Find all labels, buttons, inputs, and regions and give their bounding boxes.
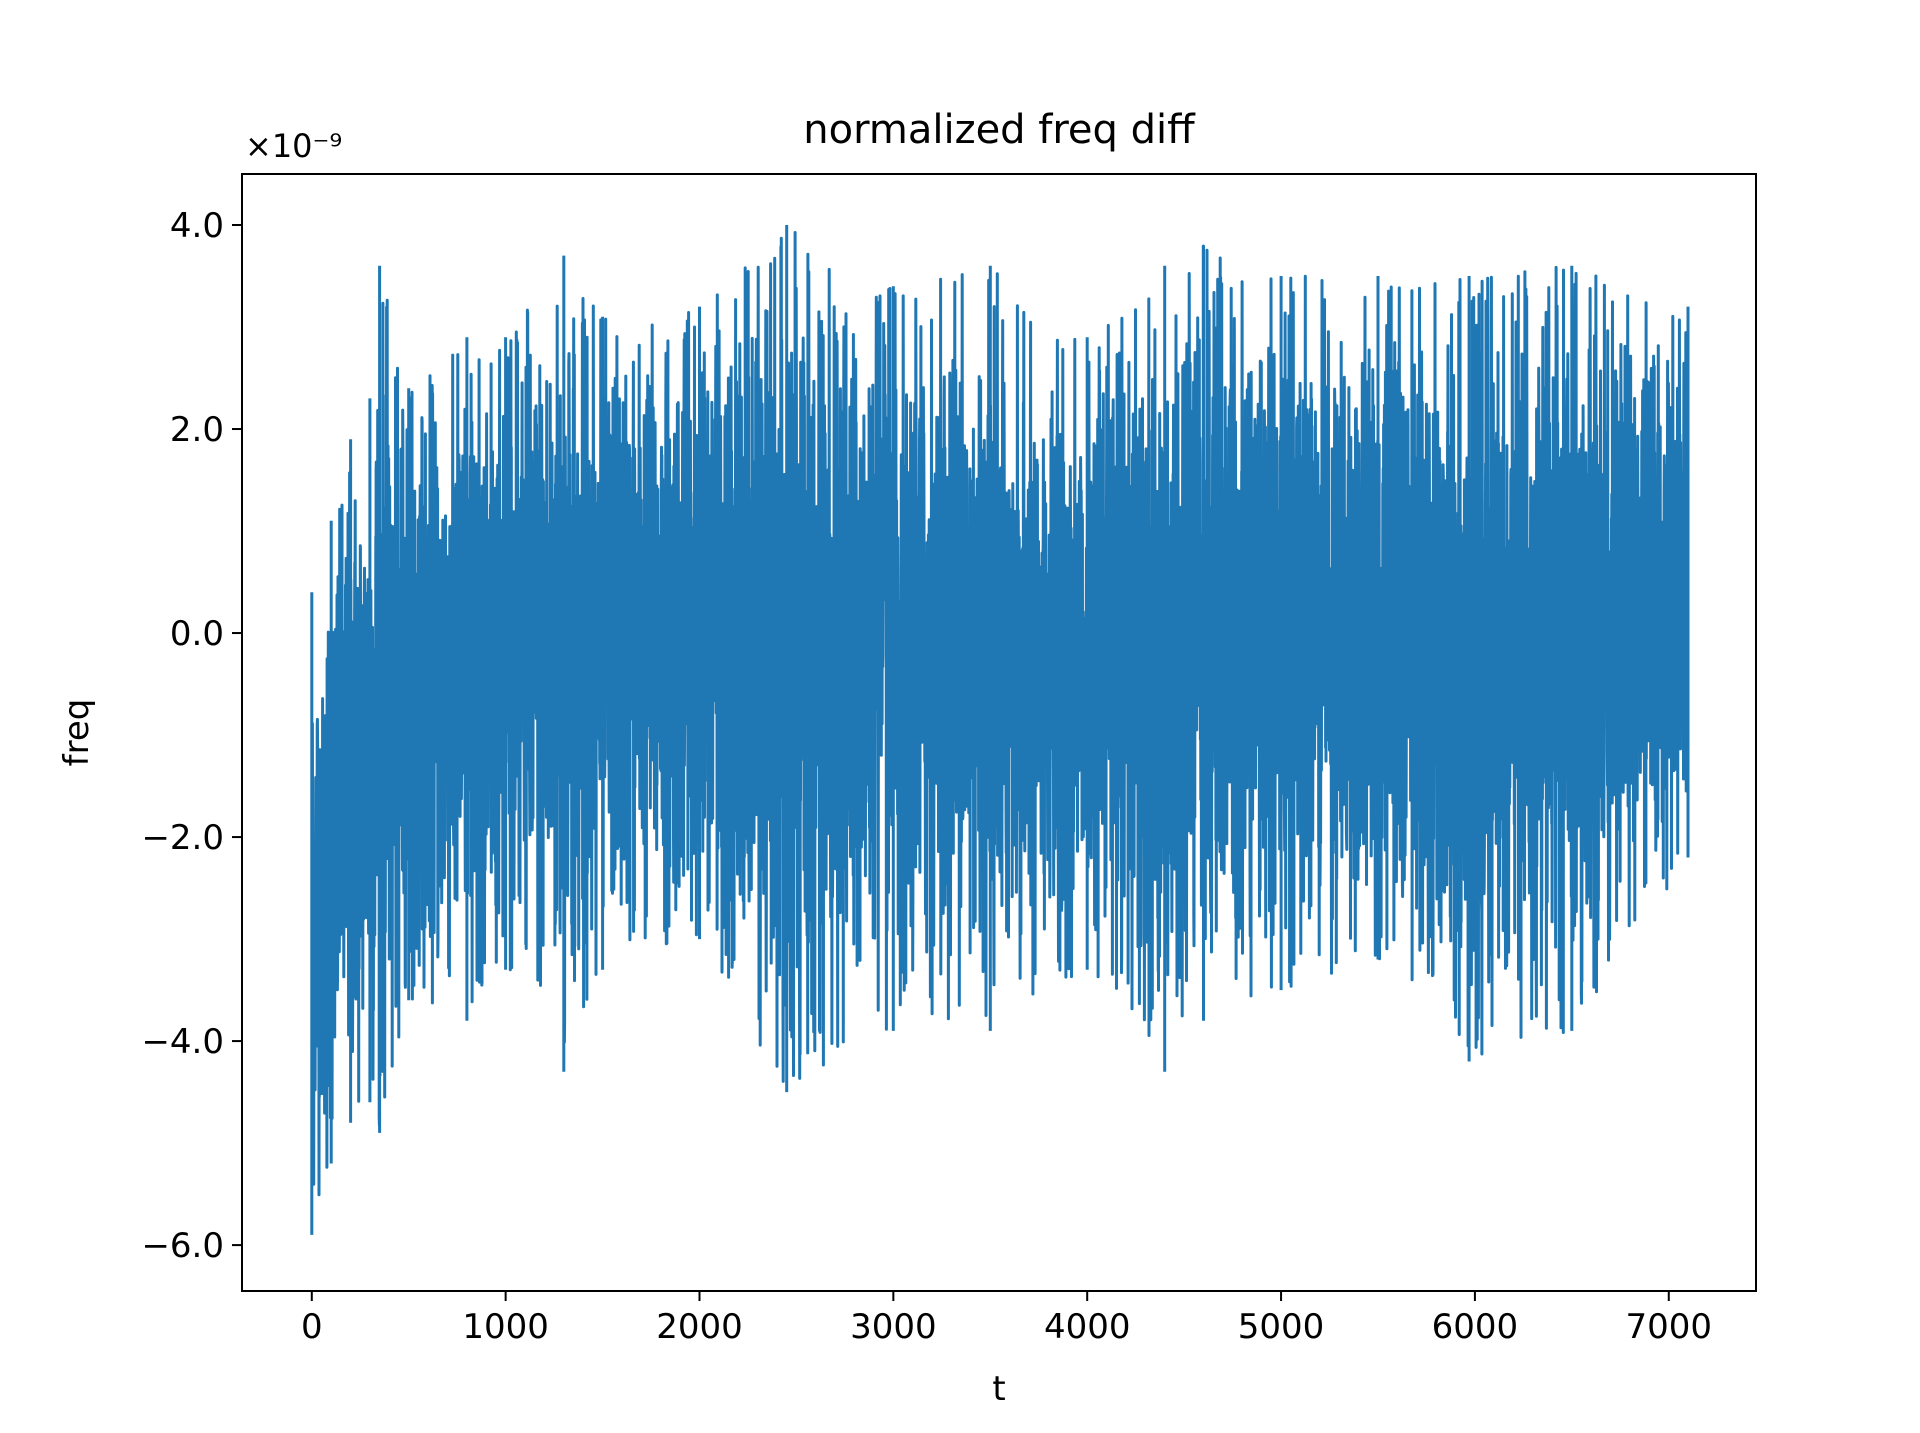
axes-frame <box>241 173 1757 1292</box>
y-axis-label: freq <box>57 699 97 767</box>
series-layer <box>310 225 1690 1235</box>
x-tick-label: 1000 <box>462 1307 549 1347</box>
x-tick-label: 6000 <box>1432 1307 1519 1347</box>
y-tick-label: −6.0 <box>141 1226 224 1266</box>
x-tick-label: 4000 <box>1044 1307 1131 1347</box>
x-axis-ticks: 0 1000 2000 3000 4000 5000 6000 7000 <box>301 1291 1712 1347</box>
y-tick-label: 2.0 <box>170 410 224 450</box>
series-line <box>310 225 1690 1235</box>
chart-title: normalized freq diff <box>803 107 1196 153</box>
x-tick-label: 3000 <box>850 1307 937 1347</box>
x-tick-label: 2000 <box>656 1307 743 1347</box>
y-tick-label: 4.0 <box>170 206 224 246</box>
y-axis-ticks: −6.0 −4.0 −2.0 0.0 2.0 4.0 <box>141 206 242 1266</box>
y-tick-label: −2.0 <box>141 818 224 858</box>
x-tick-label: 0 <box>301 1307 323 1347</box>
x-tick-label: 5000 <box>1238 1307 1325 1347</box>
x-tick-label: 7000 <box>1626 1307 1713 1347</box>
y-axis-scale-label: ×10⁻⁹ <box>245 127 342 165</box>
y-tick-label: 0.0 <box>170 614 224 654</box>
y-tick-label: −4.0 <box>141 1022 224 1062</box>
x-axis-label: t <box>992 1369 1005 1409</box>
